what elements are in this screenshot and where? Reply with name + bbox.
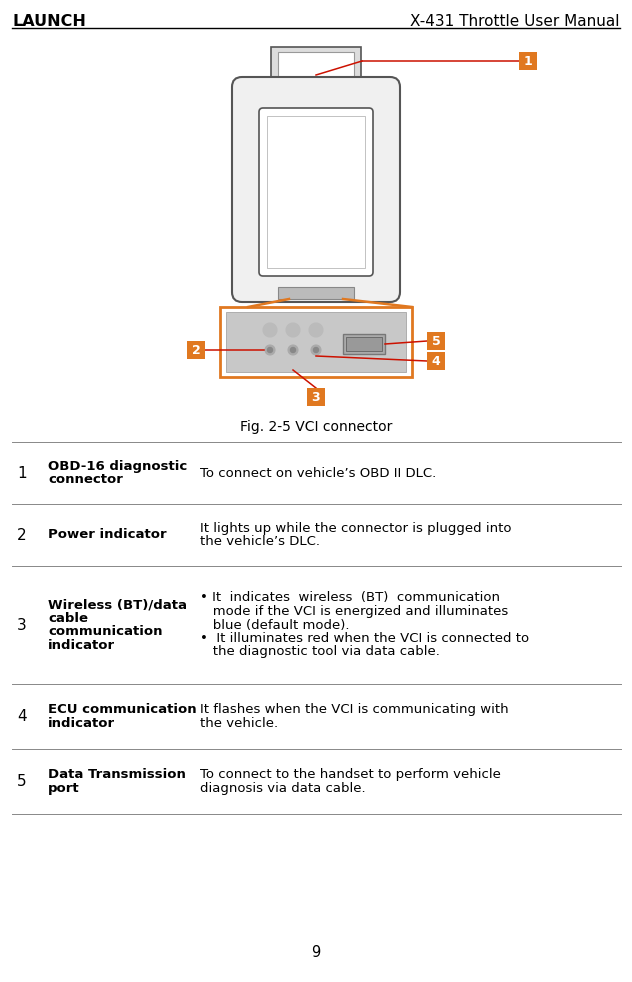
Text: port: port bbox=[48, 782, 80, 794]
Text: To connect on vehicle’s OBD II DLC.: To connect on vehicle’s OBD II DLC. bbox=[200, 466, 436, 479]
FancyBboxPatch shape bbox=[271, 47, 361, 87]
Text: 2: 2 bbox=[17, 527, 27, 542]
Text: 4: 4 bbox=[432, 355, 441, 367]
Text: OBD-16 diagnostic: OBD-16 diagnostic bbox=[48, 460, 187, 472]
FancyBboxPatch shape bbox=[187, 341, 205, 359]
Circle shape bbox=[263, 323, 277, 337]
Text: • It  indicates  wireless  (BT)  communication: • It indicates wireless (BT) communicati… bbox=[200, 591, 500, 605]
Circle shape bbox=[288, 345, 298, 355]
Text: connector: connector bbox=[48, 473, 123, 486]
Circle shape bbox=[309, 323, 323, 337]
Text: Fig. 2-5 VCI connector: Fig. 2-5 VCI connector bbox=[240, 420, 392, 434]
FancyBboxPatch shape bbox=[232, 77, 400, 302]
Text: 1: 1 bbox=[17, 465, 27, 480]
Text: It lights up while the connector is plugged into: It lights up while the connector is plug… bbox=[200, 521, 511, 535]
Circle shape bbox=[265, 345, 275, 355]
Text: X-431 Throttle User Manual: X-431 Throttle User Manual bbox=[411, 14, 620, 29]
Text: Power indicator: Power indicator bbox=[48, 528, 167, 541]
FancyBboxPatch shape bbox=[259, 108, 373, 276]
Text: Data Transmission: Data Transmission bbox=[48, 768, 186, 782]
Text: cable: cable bbox=[48, 612, 88, 625]
Text: 2: 2 bbox=[191, 344, 200, 356]
Text: diagnosis via data cable.: diagnosis via data cable. bbox=[200, 782, 366, 794]
Text: 9: 9 bbox=[312, 945, 320, 960]
Text: Wireless (BT)/data: Wireless (BT)/data bbox=[48, 598, 187, 611]
Text: To connect to the handset to perform vehicle: To connect to the handset to perform veh… bbox=[200, 768, 501, 782]
FancyBboxPatch shape bbox=[427, 332, 445, 350]
Text: ECU communication: ECU communication bbox=[48, 703, 197, 716]
Text: •  It illuminates red when the VCI is connected to: • It illuminates red when the VCI is con… bbox=[200, 632, 529, 645]
Circle shape bbox=[267, 348, 272, 353]
FancyBboxPatch shape bbox=[343, 334, 385, 354]
Text: blue (default mode).: blue (default mode). bbox=[200, 619, 349, 631]
Text: mode if the VCI is energized and illuminates: mode if the VCI is energized and illumin… bbox=[200, 605, 508, 618]
Text: indicator: indicator bbox=[48, 638, 115, 652]
Circle shape bbox=[291, 348, 296, 353]
Circle shape bbox=[313, 348, 319, 353]
Text: 4: 4 bbox=[17, 709, 27, 724]
Text: the vehicle.: the vehicle. bbox=[200, 717, 278, 730]
FancyBboxPatch shape bbox=[267, 116, 365, 268]
Text: 3: 3 bbox=[312, 391, 320, 404]
FancyBboxPatch shape bbox=[307, 388, 325, 406]
Circle shape bbox=[311, 345, 321, 355]
Text: indicator: indicator bbox=[48, 717, 115, 730]
Text: communication: communication bbox=[48, 626, 162, 638]
FancyBboxPatch shape bbox=[519, 52, 537, 70]
Text: the vehicle’s DLC.: the vehicle’s DLC. bbox=[200, 535, 320, 548]
Text: 1: 1 bbox=[524, 54, 532, 68]
Text: 5: 5 bbox=[432, 335, 441, 348]
Text: 5: 5 bbox=[17, 774, 27, 789]
FancyBboxPatch shape bbox=[346, 337, 382, 351]
Text: the diagnostic tool via data cable.: the diagnostic tool via data cable. bbox=[200, 645, 440, 659]
Text: 3: 3 bbox=[17, 618, 27, 632]
FancyBboxPatch shape bbox=[226, 312, 406, 372]
Text: LAUNCH: LAUNCH bbox=[12, 14, 86, 29]
FancyBboxPatch shape bbox=[278, 52, 354, 84]
Circle shape bbox=[286, 323, 300, 337]
Text: It flashes when the VCI is communicating with: It flashes when the VCI is communicating… bbox=[200, 703, 509, 716]
FancyBboxPatch shape bbox=[278, 287, 354, 299]
FancyBboxPatch shape bbox=[427, 352, 445, 370]
FancyBboxPatch shape bbox=[220, 307, 412, 377]
